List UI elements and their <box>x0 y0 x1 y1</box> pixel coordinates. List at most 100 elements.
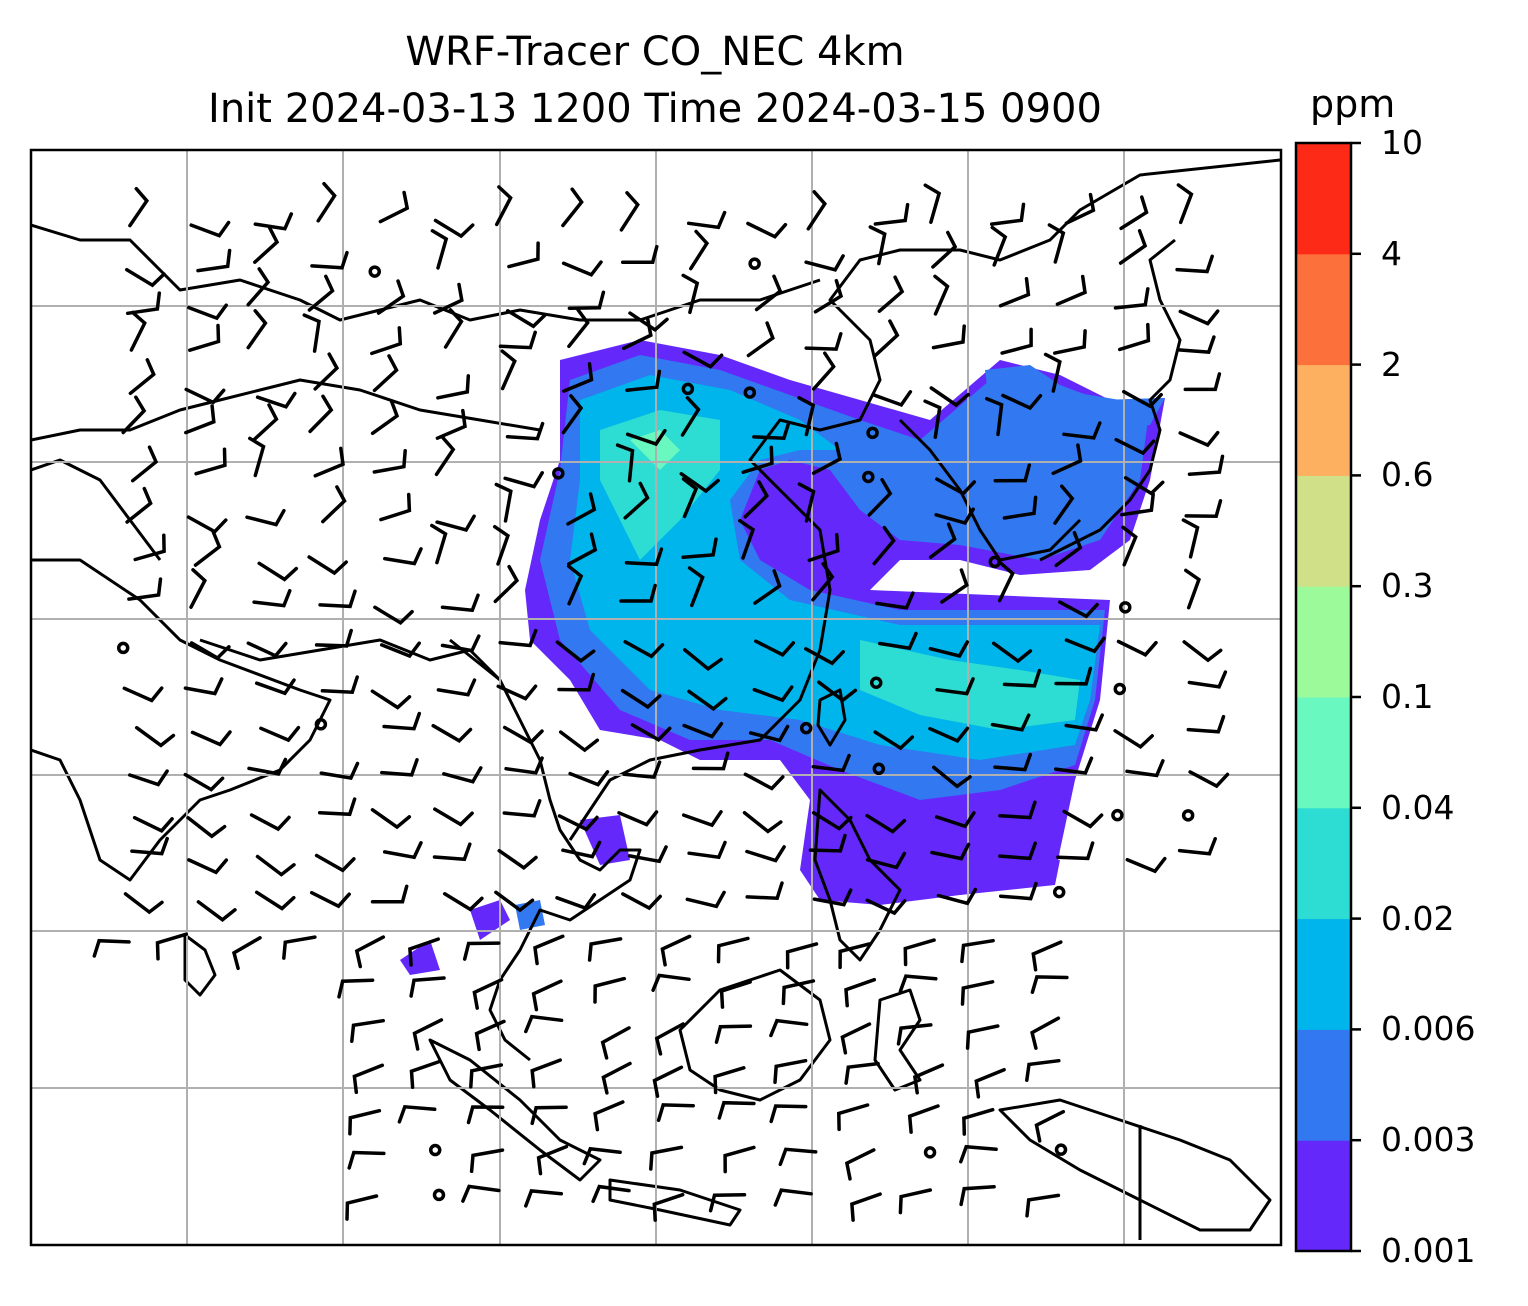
wind-barb <box>190 730 232 747</box>
wind-barb <box>625 369 662 392</box>
coast-sumatra <box>428 1038 602 1182</box>
wind-barb <box>681 810 723 828</box>
wind-barb <box>989 202 1026 226</box>
wind-barb <box>382 711 422 731</box>
wind-barb <box>318 589 357 609</box>
calm-wind-marker <box>872 762 886 776</box>
wind-barb <box>875 591 915 610</box>
wind-barb <box>1025 1058 1061 1082</box>
wind-barb <box>622 760 662 779</box>
wind-barb <box>319 761 360 781</box>
wind-barb <box>474 1019 506 1052</box>
wind-barb <box>558 730 600 753</box>
wind-barb <box>1121 525 1138 567</box>
wind-barb <box>1055 274 1087 306</box>
wind-barb <box>1118 229 1148 265</box>
wind-barb <box>928 726 970 743</box>
wind-barb <box>409 976 446 998</box>
wind-barb <box>125 486 153 524</box>
wind-barb <box>494 482 513 523</box>
colorbar-unit: ppm <box>1310 82 1396 126</box>
wind-barb <box>187 858 229 875</box>
wind-barb <box>903 938 936 967</box>
wind-barb <box>345 1194 379 1221</box>
colorbar-segment <box>1296 697 1351 809</box>
wind-barb <box>320 675 359 695</box>
wind-barb <box>935 677 975 696</box>
calm-wind-marker <box>1111 808 1124 822</box>
colorbar-tick-label: 0.02 <box>1381 898 1455 938</box>
wind-barb <box>189 641 231 661</box>
wind-barb <box>155 932 189 961</box>
wind-barb <box>231 936 262 971</box>
calm-wind-marker <box>1054 1143 1068 1156</box>
wind-barb <box>530 1105 568 1126</box>
wind-barb <box>769 1018 809 1038</box>
wind-barb <box>623 640 665 659</box>
wind-barb <box>991 641 1033 664</box>
wind-barb <box>246 267 271 307</box>
wind-barb <box>255 854 296 877</box>
wind-barb <box>1064 192 1096 225</box>
wind-barb <box>627 845 668 864</box>
wind-barb <box>430 523 448 565</box>
wind-barb <box>317 797 357 817</box>
wind-barb <box>122 686 164 703</box>
wind-barb <box>1184 499 1223 518</box>
wind-barb <box>313 352 340 391</box>
wind-barb <box>557 814 599 832</box>
wind-barb <box>382 841 423 860</box>
wind-barb <box>442 766 483 784</box>
wind-barb <box>561 394 584 435</box>
wind-barb <box>1119 195 1149 231</box>
wind-barb <box>873 730 915 751</box>
wind-barb <box>1062 809 1104 829</box>
wind-barb <box>868 225 887 266</box>
coast-japan <box>1039 238 1182 562</box>
colorbar-tick-label: 4 <box>1381 233 1402 273</box>
wind-barb <box>92 938 131 958</box>
wind-barb <box>1175 254 1214 274</box>
wind-barb <box>934 507 975 526</box>
wind-barb <box>844 977 877 1008</box>
wind-barb <box>623 481 650 520</box>
wind-barb <box>347 1150 386 1170</box>
wind-barb <box>959 1144 998 1164</box>
wind-barb <box>620 688 662 710</box>
wind-barb <box>993 752 1033 772</box>
wind-barb <box>524 1189 564 1208</box>
wind-barb <box>1053 756 1094 775</box>
colorbar-tick-label: 0.04 <box>1381 787 1455 827</box>
wind-barb <box>435 408 467 440</box>
wind-barb <box>746 221 788 239</box>
wind-barb <box>562 362 594 393</box>
wind-barb <box>1054 530 1083 568</box>
wind-barb <box>370 399 400 436</box>
wind-barb <box>773 1188 813 1207</box>
wind-barb <box>687 566 705 608</box>
coast-korea <box>898 418 1082 562</box>
wind-barb <box>252 588 292 608</box>
wind-barb <box>1120 492 1155 517</box>
wind-barb <box>462 941 501 961</box>
wind-barb <box>931 230 958 269</box>
wind-barb <box>591 1184 631 1204</box>
calm-wind-marker <box>799 721 813 735</box>
wind-barb <box>649 1145 684 1171</box>
wind-barb <box>990 713 1031 732</box>
wind-barb <box>498 628 538 648</box>
wind-barb <box>257 561 299 582</box>
wind-barb <box>432 842 472 862</box>
wind-barb <box>372 354 399 393</box>
wind-barb <box>651 973 691 992</box>
wind-barb <box>492 524 510 566</box>
wind-barb <box>617 810 659 827</box>
wind-barb <box>247 757 288 776</box>
calm-wind-marker <box>1119 601 1132 614</box>
wind-barb <box>923 183 942 224</box>
wind-barb <box>1064 636 1106 654</box>
wind-barb <box>679 472 720 494</box>
wind-barb <box>907 1104 940 1134</box>
wind-barb <box>811 441 843 475</box>
